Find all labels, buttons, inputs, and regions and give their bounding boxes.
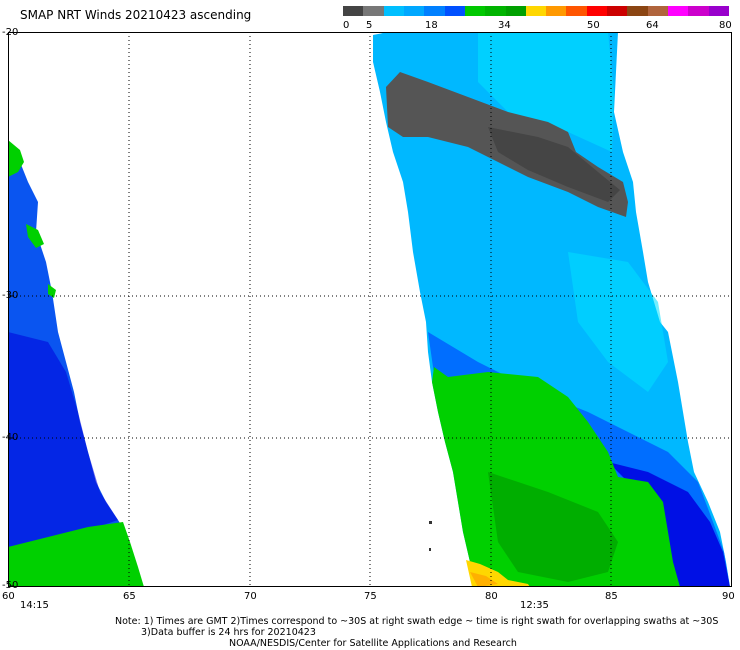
left-swath [8, 140, 144, 587]
left-swath-deep-blue [8, 332, 118, 547]
map-title: SMAP NRT Winds 20210423 ascending [20, 8, 252, 22]
lat-label: -50 [2, 580, 19, 591]
right-swath-green-dark [488, 472, 618, 582]
lat-label: -30 [2, 290, 19, 301]
colorbar-swatch [505, 6, 526, 16]
colorbar-label: 34 [498, 20, 511, 31]
colorbar-swatch [688, 6, 709, 16]
colorbar-swatch [546, 6, 567, 16]
right-swath-gray-dark [488, 127, 620, 202]
left-swath-green-patch-2 [48, 284, 56, 298]
colorbar-swatch [668, 6, 689, 16]
colorbar-swatch [343, 6, 364, 16]
right-swath-cyan-mid [568, 252, 668, 392]
map-frame [8, 32, 732, 587]
colorbar-swatch [383, 6, 404, 16]
colorbar-label: 0 [343, 20, 350, 31]
colorbar-swatch [485, 6, 506, 16]
colorbar-swatch [627, 6, 648, 16]
lon-label: 90 [722, 591, 735, 602]
swath-time-right: 12:35 [520, 600, 549, 611]
colorbar-swatch [708, 6, 729, 16]
colorbar-label: 18 [425, 20, 438, 31]
wind-speed-colorbar [343, 6, 729, 16]
note-line-2: 3)Data buffer is 24 hrs for 20210423 [141, 627, 316, 638]
lon-label: 85 [605, 591, 618, 602]
colorbar-swatch [424, 6, 445, 16]
colorbar-swatch [586, 6, 608, 16]
lon-label: 65 [123, 591, 136, 602]
lon-label: 70 [244, 591, 257, 602]
right-swath [373, 32, 730, 587]
left-swath-green-bottom [8, 522, 144, 587]
colorbar-label: 5 [366, 20, 373, 31]
lat-label: -20 [2, 27, 19, 38]
lat-label: -40 [2, 432, 19, 443]
lon-label: 60 [2, 591, 15, 602]
lon-label: 75 [364, 591, 377, 602]
map-grid [8, 32, 732, 587]
swath-time-left: 14:15 [20, 600, 49, 611]
colorbar-swatch [566, 6, 587, 16]
note-line-1: Note: 1) Times are GMT 2)Times correspon… [115, 616, 719, 627]
colorbar-swatch [444, 6, 465, 16]
colorbar-swatch [525, 6, 547, 16]
colorbar-swatch [403, 6, 425, 16]
right-swath-orange [470, 572, 498, 587]
colorbar-swatch [363, 6, 384, 16]
right-swath-green [432, 367, 680, 587]
data-speck [429, 548, 431, 551]
note-line-3: NOAA/NESDIS/Center for Satellite Applica… [229, 638, 517, 649]
right-swath-cyan-top [478, 32, 614, 152]
data-speck [429, 521, 432, 524]
colorbar-swatch [607, 6, 628, 16]
axis-ticks [8, 32, 14, 587]
colorbar-swatch [647, 6, 668, 16]
right-swath-deep-blue [608, 462, 730, 587]
wind-map [8, 32, 732, 587]
lon-label: 80 [485, 591, 498, 602]
left-swath-green-patch [26, 224, 44, 248]
colorbar-label: 64 [646, 20, 659, 31]
colorbar-label: 50 [587, 20, 600, 31]
wind-map-canvas [8, 32, 732, 587]
colorbar-label: 80 [719, 20, 732, 31]
left-swath-green-top [8, 140, 24, 177]
colorbar-swatch [464, 6, 486, 16]
